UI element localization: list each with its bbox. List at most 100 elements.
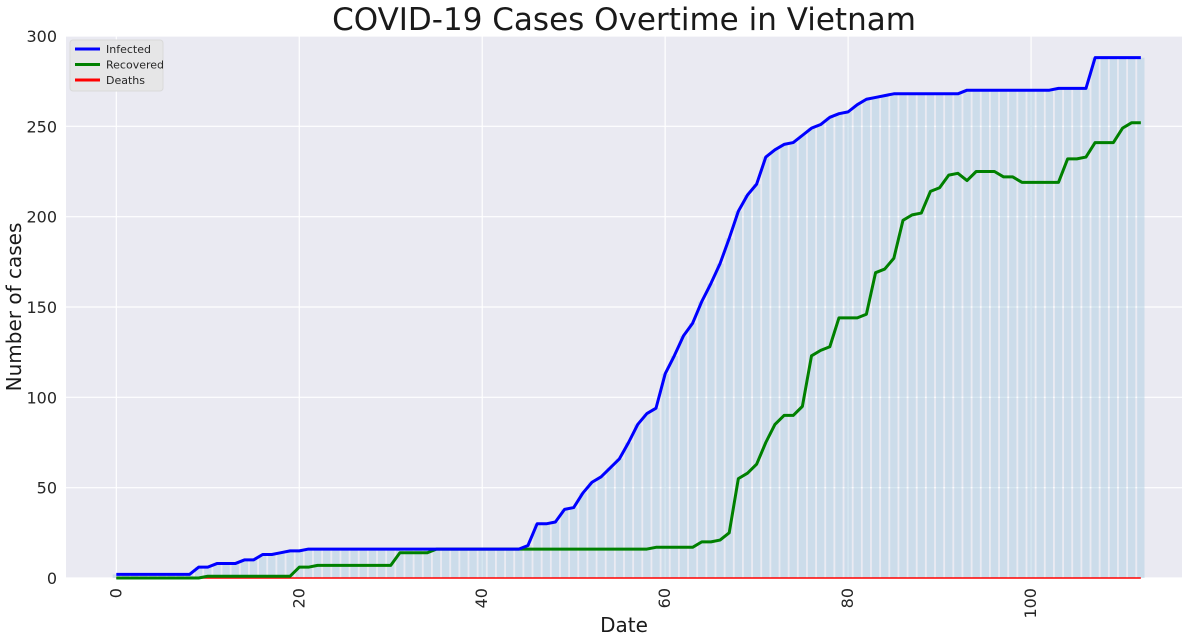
bar (579, 493, 587, 578)
bar (789, 142, 797, 579)
bar (286, 550, 294, 578)
bar (396, 549, 404, 578)
bar (1063, 88, 1072, 578)
bar (890, 93, 898, 579)
series-line-recovered (116, 121, 1141, 580)
bar (917, 93, 925, 579)
bar (1128, 57, 1136, 579)
bar (158, 574, 166, 578)
bar (1054, 88, 1063, 578)
bar (323, 549, 331, 578)
bar (130, 574, 139, 578)
bar (295, 550, 303, 578)
bar (643, 413, 651, 578)
bar (899, 93, 907, 579)
bar (451, 549, 459, 578)
bar (688, 323, 697, 578)
legend-label-recovered: Recovered (106, 59, 164, 72)
bar (1018, 90, 1026, 578)
bar (505, 549, 514, 578)
bar (835, 113, 843, 578)
bar (405, 549, 413, 578)
bar (368, 549, 377, 578)
x-tick-label: 80 (838, 588, 857, 608)
y-tick-label: 100 (26, 388, 57, 407)
y-tick-label: 250 (26, 117, 57, 136)
bar (597, 476, 605, 578)
y-ticks: 0 50 100 150 200 250 300 (26, 27, 57, 588)
bar (332, 549, 340, 578)
y-tick-label: 0 (47, 569, 57, 588)
bar (167, 574, 175, 578)
bar (1036, 90, 1044, 578)
bar (460, 549, 468, 578)
bar (588, 482, 596, 578)
bar (606, 467, 614, 578)
bar (496, 549, 505, 578)
bar (707, 283, 715, 578)
bar (441, 549, 450, 578)
bar (990, 90, 999, 578)
chart-title: COVID-19 Cases Overtime in Vietnam (332, 2, 916, 38)
series-line-infected (116, 56, 1141, 576)
bar (231, 563, 239, 578)
bar (881, 95, 889, 579)
bar (277, 552, 285, 578)
bar (533, 523, 541, 578)
bar (752, 184, 761, 578)
bar (176, 574, 185, 578)
bar (313, 549, 322, 578)
legend-label-infected: Infected (106, 43, 151, 56)
bar (844, 111, 852, 578)
x-tick-label: 0 (106, 588, 125, 598)
bar (807, 128, 816, 578)
bar (926, 93, 935, 579)
y-tick-label: 150 (26, 298, 57, 317)
bar (570, 507, 578, 578)
bar (149, 574, 157, 578)
x-axis-label: Date (600, 613, 648, 637)
bar (945, 93, 953, 579)
bar (560, 509, 569, 578)
y-tick-label: 50 (37, 479, 57, 498)
bar (862, 99, 871, 578)
bar (204, 567, 212, 578)
bar (935, 93, 944, 579)
bar (1091, 57, 1099, 579)
bar (661, 373, 669, 578)
bar (999, 90, 1008, 578)
x-tick-label: 100 (1021, 588, 1040, 619)
bar (780, 144, 788, 578)
bars (112, 57, 1145, 579)
x-tick-label: 20 (289, 588, 308, 608)
bar (469, 549, 477, 578)
bar (140, 574, 148, 578)
bar (1118, 57, 1127, 579)
x-ticks: 0 20 40 60 80 100 (106, 588, 1040, 619)
bar (725, 238, 733, 578)
bar (624, 442, 633, 578)
bar (908, 93, 916, 579)
bar (1073, 88, 1081, 578)
bar (981, 90, 989, 578)
bar (240, 559, 249, 578)
x-tick-label: 40 (472, 588, 491, 608)
bar (743, 194, 752, 578)
bar (679, 335, 688, 578)
bar (377, 549, 386, 578)
x-tick-label: 60 (655, 588, 674, 608)
bar (259, 554, 267, 578)
bar (762, 157, 770, 578)
bar (478, 549, 486, 578)
bar (341, 549, 349, 578)
y-tick-label: 300 (26, 27, 57, 46)
bar (670, 355, 678, 578)
bar (432, 549, 441, 578)
series-lines (116, 56, 1141, 580)
bar (542, 523, 550, 578)
legend-box (69, 39, 164, 92)
bar (414, 549, 422, 578)
bar (249, 559, 258, 578)
bar (652, 408, 660, 578)
bar (871, 97, 880, 578)
